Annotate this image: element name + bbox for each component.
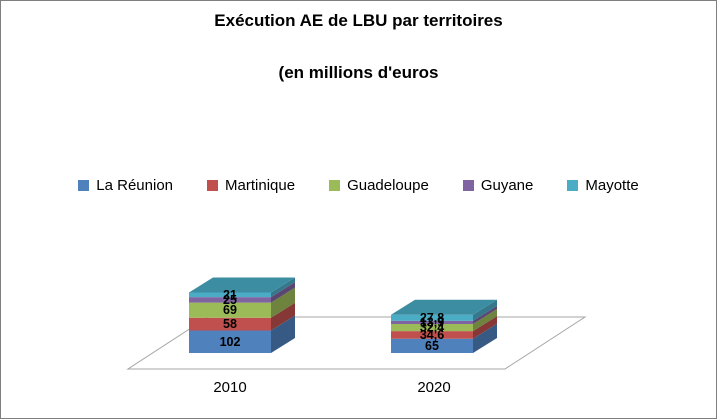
svg-text:32,4: 32,4	[420, 321, 444, 335]
svg-text:102: 102	[220, 335, 241, 349]
chart-subtitle: (en millions d'euros	[278, 63, 439, 82]
legend-swatch-icon	[207, 180, 219, 191]
legend-label: Guadeloupe	[347, 177, 429, 194]
chart-legend: La Réunion Martinique Guadeloupe Guyane …	[1, 177, 716, 194]
legend-label: Mayotte	[585, 177, 639, 194]
legend-label: La Réunion	[96, 177, 174, 194]
legend-swatch-icon	[78, 180, 90, 191]
legend-swatch-icon	[462, 180, 474, 191]
legend-item-martinique: Martinique	[207, 177, 295, 194]
svg-text:58: 58	[223, 317, 237, 331]
legend-label: Martinique	[225, 177, 296, 194]
chart-title: Exécution AE de LBU par territoires	[214, 11, 503, 30]
svg-text:13,9: 13,9	[420, 315, 444, 329]
x-axis-label-2010: 2010	[213, 379, 247, 396]
svg-text:34,6: 34,6	[420, 328, 444, 342]
legend-item-guyane: Guyane	[462, 177, 534, 194]
legend-swatch-icon	[567, 180, 579, 191]
svg-text:25: 25	[223, 293, 237, 307]
svg-text:65: 65	[425, 339, 439, 353]
x-axis-label-2020: 2020	[417, 379, 451, 396]
legend-item-guadeloupe: Guadeloupe	[329, 177, 429, 194]
svg-text:27,8: 27,8	[420, 311, 444, 325]
legend-item-mayotte: Mayotte	[567, 177, 639, 194]
svg-text:21: 21	[223, 288, 237, 302]
svg-text:69: 69	[223, 303, 237, 317]
legend-label: Guyane	[480, 177, 534, 194]
legend-item-la-reunion: La Réunion	[78, 177, 173, 194]
legend-swatch-icon	[329, 180, 341, 191]
